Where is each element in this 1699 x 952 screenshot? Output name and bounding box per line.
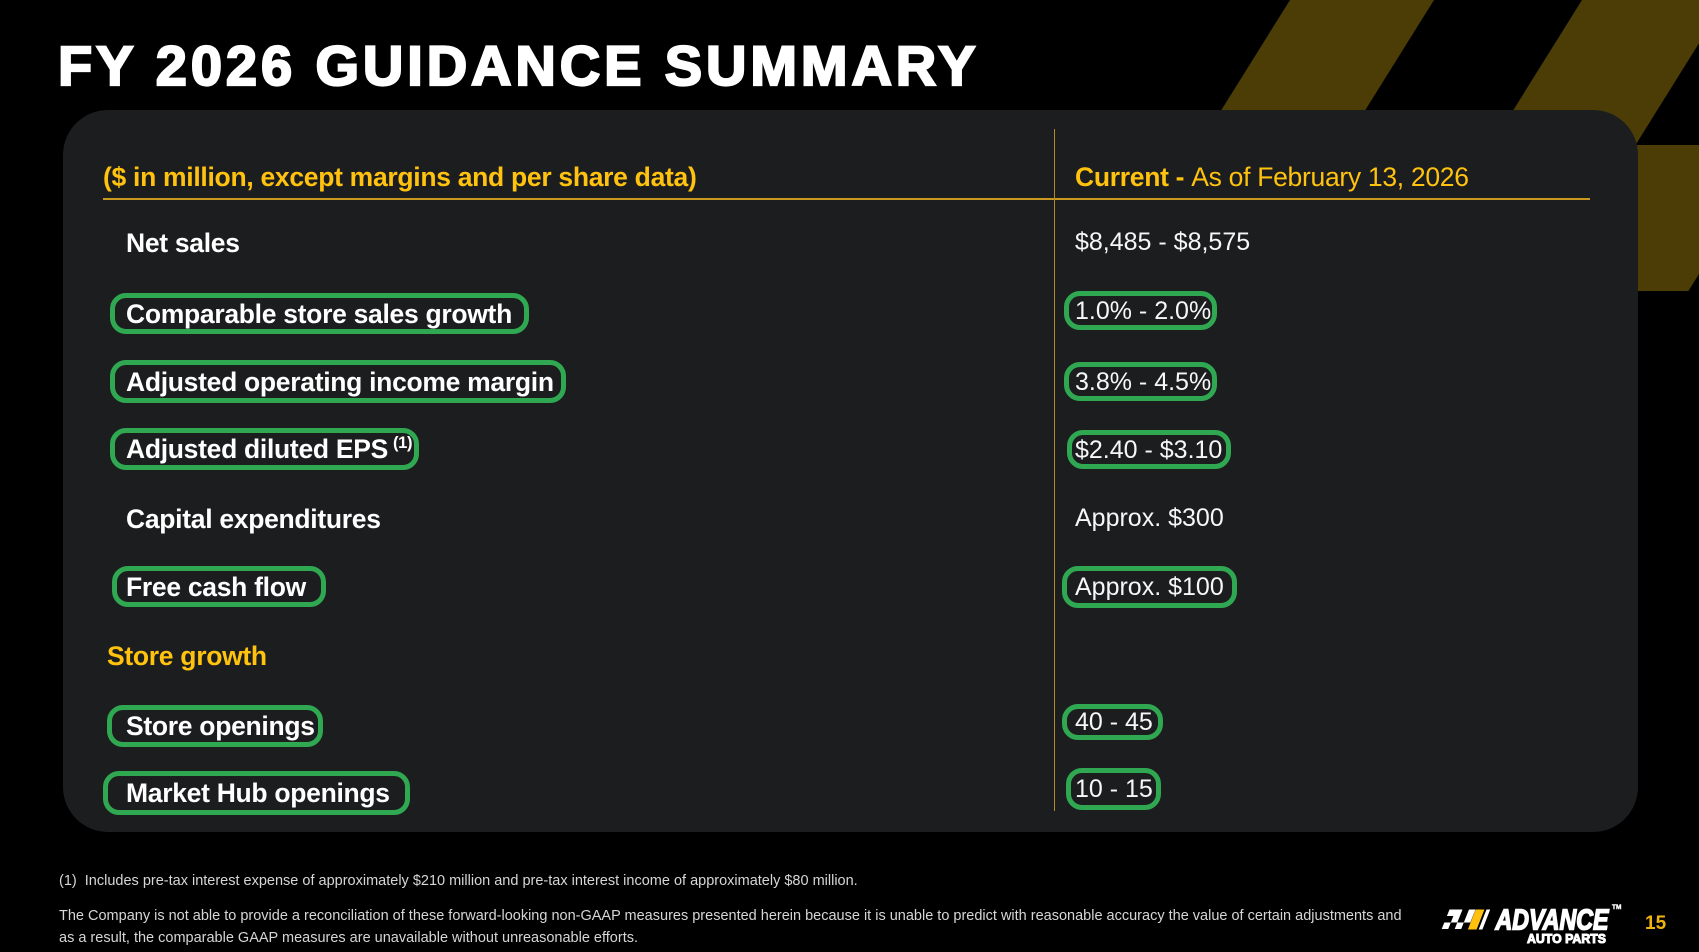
svg-text:TM: TM <box>1612 904 1621 911</box>
svg-text:ADVANCE: ADVANCE <box>1495 905 1610 937</box>
svg-text:AUTO PARTS: AUTO PARTS <box>1527 932 1606 946</box>
